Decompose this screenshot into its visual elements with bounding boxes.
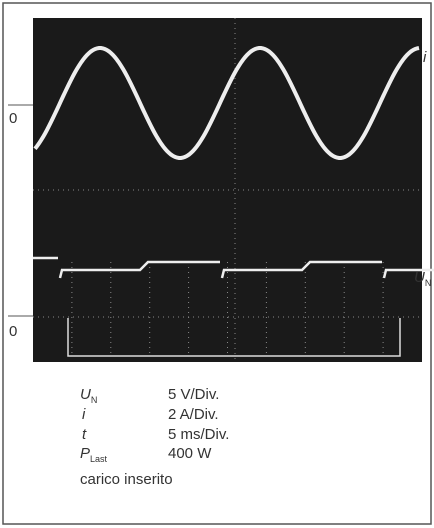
trace-label: UN <box>414 269 431 288</box>
zero-label: 0 <box>9 110 17 127</box>
zero-label: 0 <box>9 323 17 340</box>
lower-trace <box>67 318 401 357</box>
trace-label: i <box>423 49 427 66</box>
legend-symbol: t <box>82 426 87 443</box>
legend-symbol: i <box>82 406 86 423</box>
voltage-trace <box>33 256 434 279</box>
symbol: U <box>80 386 91 403</box>
legend-value: 5 ms/Div. <box>168 426 229 443</box>
scope-screen <box>33 18 422 362</box>
legend-value: 2 A/Div. <box>168 406 219 423</box>
subscript: N <box>91 395 98 405</box>
legend-value: 400 W <box>168 445 212 462</box>
current-trace <box>33 46 420 160</box>
subscript: N <box>425 278 432 288</box>
subscript: Last <box>90 454 108 464</box>
legend-symbol: PLast <box>80 445 108 464</box>
legend-value: 5 V/Div. <box>168 386 219 403</box>
legend-note: carico inserito <box>80 471 173 488</box>
symbol: U <box>414 269 425 286</box>
symbol: P <box>80 445 90 462</box>
legend-symbol: UN <box>80 386 97 405</box>
